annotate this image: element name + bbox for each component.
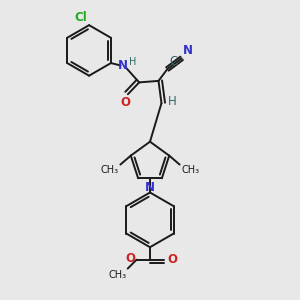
Text: CH₃: CH₃ — [101, 166, 119, 176]
Text: CH₃: CH₃ — [109, 270, 127, 280]
Text: C: C — [169, 55, 177, 68]
Text: H: H — [129, 58, 137, 68]
Text: Cl: Cl — [74, 11, 87, 24]
Text: N: N — [183, 44, 193, 57]
Text: O: O — [126, 252, 136, 265]
Text: N: N — [145, 181, 155, 194]
Text: N: N — [118, 58, 128, 72]
Text: O: O — [167, 253, 177, 266]
Text: CH₃: CH₃ — [181, 166, 199, 176]
Text: O: O — [121, 96, 130, 109]
Text: H: H — [168, 95, 177, 108]
